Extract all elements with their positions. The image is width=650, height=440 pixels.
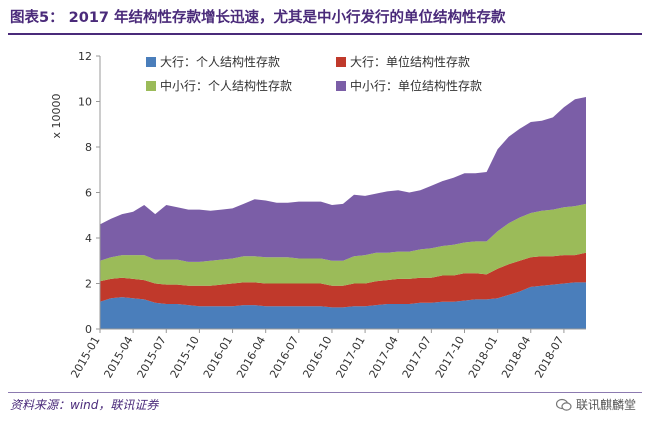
y-tick-label: 4 <box>85 232 92 245</box>
area-series-1 <box>100 282 586 329</box>
x-tick-label: 2017-10 <box>433 334 467 380</box>
legend-swatch <box>336 57 346 67</box>
y-tick-label: 0 <box>85 323 92 336</box>
x-tick-label: 2015-04 <box>101 334 135 380</box>
x-tick-label: 2016-10 <box>300 334 334 380</box>
legend-label: 中小行：个人结构性存款 <box>160 78 292 93</box>
x-tick-label: 2018-01 <box>466 334 500 380</box>
source-note: 资料来源：wind，联讯证券 <box>10 398 159 412</box>
legend-label: 中小行：单位结构性存款 <box>350 78 482 93</box>
y-tick-label: 10 <box>78 96 92 109</box>
x-tick-label: 2017-04 <box>367 334 401 380</box>
legend-swatch <box>146 81 156 91</box>
brand-name: 联讯麒麟堂 <box>575 398 636 412</box>
area-series-4 <box>100 97 586 262</box>
x-tick-label: 2015-07 <box>135 334 169 380</box>
footer-divider <box>8 392 642 393</box>
x-tick-label: 2016-04 <box>234 334 268 380</box>
x-tick-label: 2018-04 <box>499 334 533 380</box>
x-tick-label: 2016-01 <box>201 334 235 380</box>
y-tick-label: 12 <box>78 50 92 63</box>
legend-label: 大行：单位结构性存款 <box>350 54 470 69</box>
legend-label: 大行：个人结构性存款 <box>160 54 280 69</box>
area-series-3 <box>100 203 586 286</box>
y-unit-label: x 10000 <box>50 93 63 138</box>
x-tick-label: 2015-10 <box>168 334 202 380</box>
x-tick-label: 2017-07 <box>400 334 434 380</box>
y-tick-label: 8 <box>85 141 92 154</box>
brand: 联讯麒麟堂 <box>555 396 636 413</box>
y-tick-label: 2 <box>85 278 92 291</box>
legend-swatch <box>146 57 156 67</box>
x-tick-label: 2016-07 <box>267 334 301 380</box>
chart-title: 图表5： 2017 年结构性存款增长迅速，尤其是中小行发行的单位结构性存款 <box>10 10 506 26</box>
plot-layer <box>100 97 586 329</box>
legend-swatch <box>336 81 346 91</box>
area-series-2 <box>100 252 586 308</box>
title-divider <box>8 33 642 35</box>
wechat-icon <box>555 398 572 411</box>
x-tick-label: 2015-01 <box>68 334 102 380</box>
x-tick-label: 2017-01 <box>333 334 367 380</box>
x-tick-label: 2018-07 <box>532 334 566 380</box>
y-tick-label: 6 <box>85 187 92 200</box>
